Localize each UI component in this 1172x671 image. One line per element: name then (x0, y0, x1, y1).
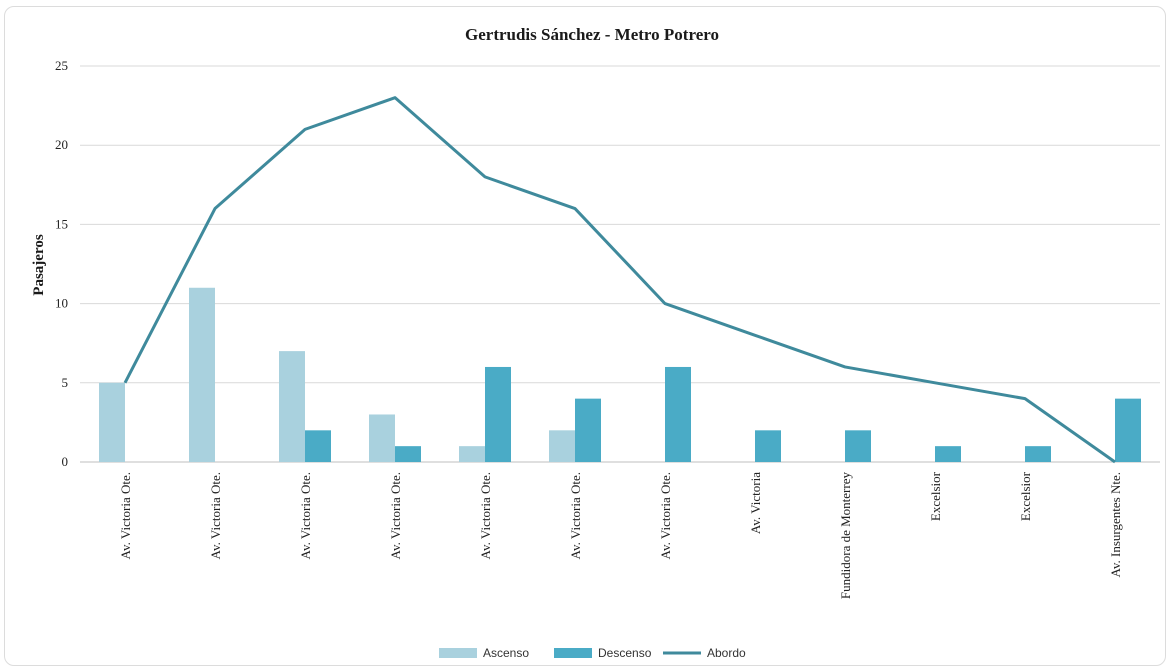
bar-descenso (575, 398, 601, 462)
bar-ascenso (189, 287, 215, 462)
legend-swatch-descenso (554, 648, 592, 658)
x-category-label: Av. Victoria Ote. (118, 472, 133, 559)
legend-label-descenso: Descenso (598, 646, 652, 660)
legend-swatch-ascenso (439, 648, 477, 658)
y-tick-label: 15 (55, 216, 68, 231)
bar-descenso (665, 366, 691, 462)
x-category-label: Av. Victoria Ote. (208, 472, 223, 559)
bars (99, 287, 1141, 462)
x-category-label: Av. Victoria Ote. (568, 472, 583, 559)
bar-descenso (755, 430, 781, 462)
x-category-labels: Av. Victoria Ote. Av. Victoria Ote. Av. Vi… (118, 471, 1123, 599)
abordo-line-layer (123, 96, 1116, 464)
bar-descenso (1115, 398, 1141, 462)
x-category-label: Excelsior (928, 471, 943, 521)
chart-title: Gertrudis Sánchez - Metro Potrero (465, 25, 719, 44)
x-category-label: Excelsior (1018, 471, 1033, 521)
y-tick-label: 25 (55, 58, 68, 73)
x-category-label: Av. Victoria Ote. (478, 472, 493, 559)
x-category-label: Av. Insurgentes Nte. (1108, 472, 1123, 578)
x-category-label: Av. Victoria Ote. (658, 472, 673, 559)
bar-descenso (395, 446, 421, 462)
legend-label-ascenso: Ascenso (483, 646, 529, 660)
bar-descenso (485, 366, 511, 462)
x-category-label: Fundidora de Monterrey (838, 472, 853, 600)
x-category-label: Av. Victoria (748, 472, 763, 534)
y-axis-label: Pasajeros (31, 234, 47, 296)
gridlines (80, 65, 1160, 463)
line-abordo (123, 96, 1116, 464)
y-tick-label: 20 (55, 137, 68, 152)
x-category-label: Av. Victoria Ote. (298, 472, 313, 559)
legend: Ascenso Descenso Abordo (439, 646, 746, 660)
bar-ascenso (99, 382, 125, 462)
bar-ascenso (279, 351, 305, 462)
y-tick-label: 10 (55, 296, 68, 311)
y-tick-labels: 0 5 10 15 20 25 (55, 58, 68, 469)
bar-descenso (935, 446, 961, 462)
bar-ascenso (369, 414, 395, 462)
bar-descenso (845, 430, 871, 462)
bar-ascenso (549, 430, 575, 462)
y-tick-label: 0 (62, 454, 69, 469)
x-category-label: Av. Victoria Ote. (388, 472, 403, 559)
legend-label-abordo: Abordo (707, 646, 746, 660)
y-tick-label: 5 (62, 375, 69, 390)
bar-descenso (1025, 446, 1051, 462)
bar-ascenso (459, 446, 485, 462)
bar-descenso (305, 430, 331, 462)
